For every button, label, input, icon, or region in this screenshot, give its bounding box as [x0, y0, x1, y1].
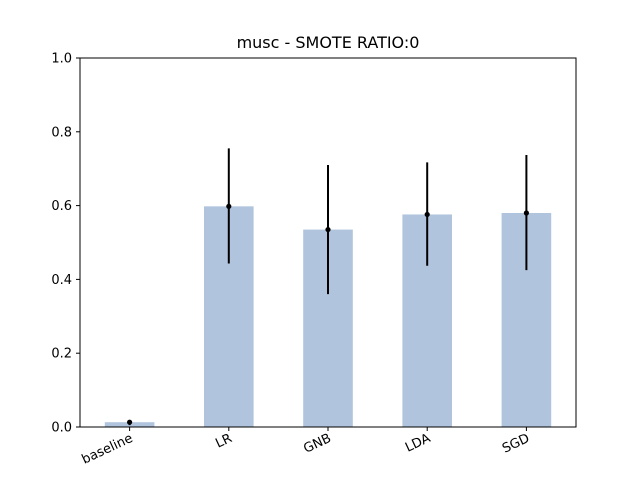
- y-tick-label: 0.8: [51, 125, 72, 140]
- mean-point-gnb: [325, 226, 331, 233]
- y-ticks-layer: 0.0 0.2 0.4 0.6 0.8 1.0: [51, 52, 80, 436]
- y-tick-label: 0.0: [51, 421, 72, 436]
- mean-point-sgd: [523, 210, 530, 216]
- mean-point-baseline: [127, 419, 133, 425]
- x-tick-label-lr: LR: [213, 431, 234, 451]
- x-tick-label-lda: LDA: [403, 431, 433, 456]
- x-tick-label-gnb: GNB: [301, 431, 333, 457]
- y-tick-label: 1.0: [51, 52, 72, 67]
- chart-title: musc - SMOTE RATIO:0: [237, 33, 420, 52]
- y-tick-label: 0.2: [51, 347, 72, 362]
- mean-point-lda: [424, 211, 430, 218]
- mean-point-lr: [226, 203, 232, 209]
- x-tick-label-baseline: baseline: [80, 431, 136, 468]
- y-tick-label: 0.6: [51, 199, 72, 214]
- x-tick-label-sgd: SGD: [500, 431, 532, 457]
- error-bars-layer: [127, 148, 530, 426]
- y-tick-label: 0.4: [51, 273, 72, 288]
- x-ticks-layer: baseline LR GNB LDA SGD: [80, 427, 532, 468]
